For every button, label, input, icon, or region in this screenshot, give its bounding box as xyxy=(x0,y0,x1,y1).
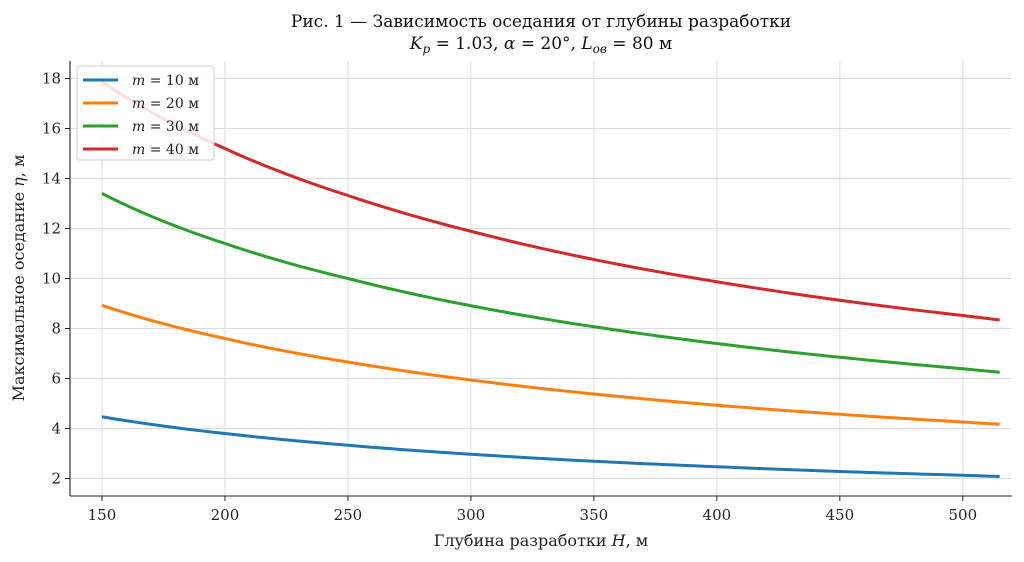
y-tick-label: 4 xyxy=(51,420,61,438)
y-tick-label: 16 xyxy=(42,120,61,138)
legend-variable: m xyxy=(132,96,145,112)
title: Рис. 1 — Зависимость оседания от глубины… xyxy=(291,12,791,32)
series-line xyxy=(101,80,1000,322)
legend-value: = 10 м xyxy=(145,73,199,89)
l-symbol: L xyxy=(580,34,592,54)
x-ticks: 150 200 250 300 350 400 450 500 xyxy=(88,496,977,524)
y-axis-label: Максимальное оседание η, м xyxy=(9,155,28,402)
y-ticks: 2 4 6 8 10 12 14 16 18 xyxy=(42,70,70,488)
series-line xyxy=(101,303,1000,426)
legend-label: m = 40 м xyxy=(132,142,199,158)
series-group xyxy=(101,80,1000,478)
series-line xyxy=(101,415,1000,478)
y-tick-label: 8 xyxy=(51,320,61,338)
series-line xyxy=(101,192,1000,374)
legend-frame xyxy=(76,65,215,161)
l-subscript: ов xyxy=(593,42,607,56)
x-tick-label: 200 xyxy=(211,506,240,524)
legend: m = 10 мm = 20 мm = 30 мm = 40 м xyxy=(76,65,215,161)
x-tick-label: 400 xyxy=(703,506,732,524)
x-axis-label: Глубина разработки H, м xyxy=(434,531,649,550)
y-tick-label: 10 xyxy=(42,270,61,288)
y-tick-label: 14 xyxy=(42,170,61,188)
x-tick-label: 300 xyxy=(457,506,486,524)
y-tick-label: 6 xyxy=(51,370,61,388)
legend-value: = 40 м xyxy=(145,142,199,158)
legend-variable: m xyxy=(132,73,145,89)
legend-variable: m xyxy=(132,142,145,158)
k-subscript: p xyxy=(422,42,430,56)
legend-variable: m xyxy=(132,119,145,135)
legend-label: m = 30 м xyxy=(132,119,199,135)
legend-label: m = 20 м xyxy=(132,96,199,112)
x-tick-label: 250 xyxy=(334,506,363,524)
chart-title: Рис. 1 — Зависимость оседания от глубины… xyxy=(291,12,791,56)
y-tick-label: 18 xyxy=(42,70,61,88)
alpha-value: = 20°, xyxy=(515,34,581,54)
x-tick-label: 450 xyxy=(826,506,855,524)
subtitle: Kp = 1.03, α = 20°, Lов = 80 м xyxy=(409,34,672,56)
alpha-symbol: α xyxy=(504,34,516,54)
legend-label: m = 10 м xyxy=(132,73,199,89)
legend-value: = 30 м xyxy=(145,119,199,135)
x-tick-label: 150 xyxy=(88,506,117,524)
x-tick-label: 500 xyxy=(948,506,977,524)
legend-value: = 20 м xyxy=(145,96,199,112)
y-tick-label: 2 xyxy=(51,470,61,488)
grid xyxy=(70,61,1012,496)
k-value: = 1.03, xyxy=(430,34,504,54)
k-symbol: K xyxy=(409,34,424,54)
y-tick-label: 12 xyxy=(42,220,61,238)
x-tick-label: 350 xyxy=(580,506,609,524)
l-value: = 80 м xyxy=(607,34,672,54)
